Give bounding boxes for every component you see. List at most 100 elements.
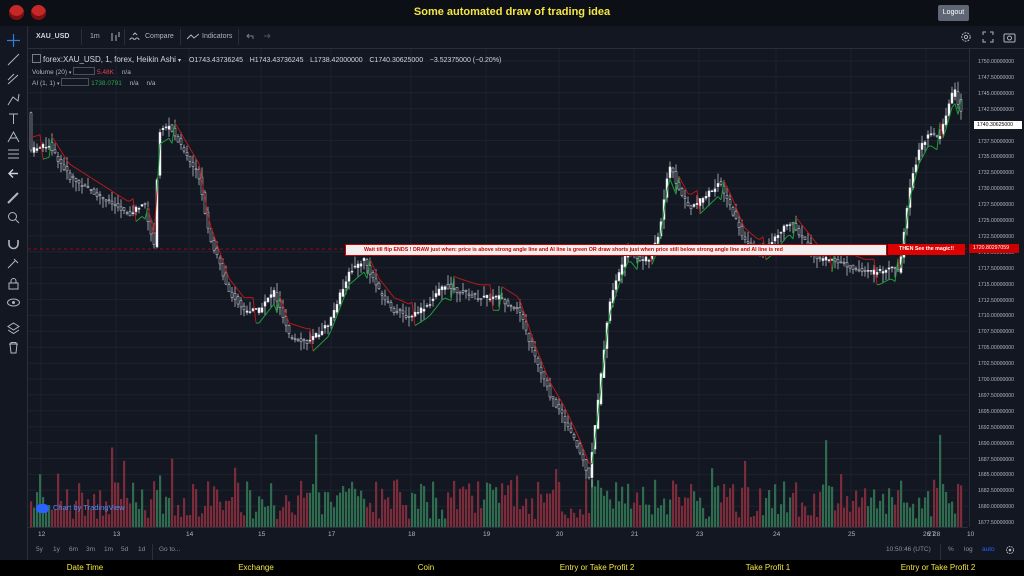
brush-icon[interactable] xyxy=(5,91,22,108)
redo-icon[interactable] xyxy=(262,33,271,40)
magnet-icon[interactable] xyxy=(5,235,22,252)
candle-body xyxy=(710,190,714,193)
range-5y[interactable]: 5y xyxy=(36,546,43,553)
compare-button[interactable]: Compare xyxy=(145,33,174,40)
volume-bar xyxy=(684,497,687,527)
ai-line-segment xyxy=(57,145,62,152)
ai-line-segment xyxy=(687,193,692,195)
volume-label[interactable]: Volume (20) xyxy=(32,69,68,76)
crosshair-icon[interactable] xyxy=(5,32,22,49)
range-6m[interactable]: 6m xyxy=(69,546,79,553)
prediction-icon[interactable] xyxy=(5,146,22,163)
lock-drawing-icon[interactable] xyxy=(5,255,22,272)
volume-bar xyxy=(687,497,690,527)
volume-bar xyxy=(921,508,924,527)
price-axis[interactable]: 1750.00000000 1747.50000000 1745.00000000 1… xyxy=(969,49,1024,527)
candle-body xyxy=(791,221,795,225)
ai-line-segment xyxy=(651,256,656,265)
ai-line-segment xyxy=(60,150,65,157)
volume-bar xyxy=(552,489,555,527)
range-1m[interactable]: 1m xyxy=(104,546,114,553)
candle-body xyxy=(857,269,861,272)
volume-bar xyxy=(795,482,798,527)
ai-line-segment xyxy=(393,297,398,300)
fib-icon[interactable] xyxy=(5,71,22,88)
candle-body xyxy=(623,254,627,268)
interval-button[interactable]: 1m xyxy=(90,33,100,40)
candle-body xyxy=(746,241,750,244)
collapse-icon[interactable] xyxy=(32,54,41,63)
candle-body xyxy=(386,300,390,303)
ruler-icon[interactable] xyxy=(5,190,22,207)
range-1d[interactable]: 1d xyxy=(138,546,146,553)
candle-body xyxy=(692,204,696,207)
back-arrow-icon[interactable] xyxy=(5,165,22,182)
lock-icon[interactable] xyxy=(5,275,22,292)
eye-icon[interactable] xyxy=(5,294,22,311)
candle-body xyxy=(194,168,198,171)
candle-body xyxy=(293,338,297,340)
volume-bar xyxy=(132,482,135,527)
ai-line-segment xyxy=(732,199,737,208)
log-toggle[interactable]: log xyxy=(964,546,973,553)
indicators-button[interactable]: Indicators xyxy=(202,33,233,40)
ai-line-segment xyxy=(396,298,401,301)
logo-icon xyxy=(9,5,24,20)
chart-type-icon[interactable] xyxy=(110,31,120,42)
fullscreen-icon[interactable] xyxy=(982,31,994,43)
layers-icon[interactable] xyxy=(5,320,22,337)
pattern-icon[interactable] xyxy=(5,128,22,145)
volume-bar xyxy=(618,501,621,527)
candle-body xyxy=(332,309,336,318)
volume-bar xyxy=(504,495,507,527)
ai-line-segment xyxy=(150,220,155,234)
settings-icon[interactable] xyxy=(960,31,972,43)
legend-symbol[interactable]: forex:XAU_USD, 1, forex, Heikin Ashi xyxy=(43,55,176,64)
trend-line-icon[interactable] xyxy=(5,51,22,68)
text-icon[interactable] xyxy=(5,110,22,127)
chart-canvas[interactable] xyxy=(28,49,968,527)
volume-bar xyxy=(339,492,342,527)
percent-toggle[interactable]: % xyxy=(948,546,954,553)
candle-body xyxy=(230,291,234,298)
logout-button[interactable]: Logout xyxy=(938,5,969,21)
candle-body xyxy=(269,294,273,298)
study-controls[interactable] xyxy=(73,67,96,75)
candle-body xyxy=(371,272,375,279)
magic-badge: THEN See the magic!! xyxy=(888,244,965,255)
candle-body xyxy=(557,404,561,410)
volume-bar xyxy=(633,502,636,527)
volume-bar xyxy=(666,514,669,527)
zoom-icon[interactable] xyxy=(5,209,22,226)
camera-icon[interactable] xyxy=(1003,31,1016,43)
volume-bar xyxy=(870,497,873,527)
study-controls[interactable] xyxy=(61,78,90,86)
price-tick-label: 1717.50000000 xyxy=(978,265,1015,272)
ai-label[interactable]: AI (1, 1) xyxy=(32,80,56,87)
volume-bar xyxy=(342,485,345,527)
chevron-down-icon[interactable]: ▾ xyxy=(177,58,181,64)
candle-body xyxy=(947,103,951,116)
candle-body xyxy=(62,164,66,171)
volume-bar xyxy=(465,489,468,527)
candle-body xyxy=(302,339,306,341)
range-1y[interactable]: 1y xyxy=(53,546,60,553)
time-axis[interactable]: 12 13 14 15 17 18 19 20 21 23 24 25 26 27 28 10 xyxy=(28,527,974,542)
range-3m[interactable]: 3m xyxy=(86,546,96,553)
goto-button[interactable]: Go to... xyxy=(159,546,181,553)
ai-line-segment xyxy=(909,186,914,199)
undo-icon[interactable] xyxy=(246,33,255,40)
auto-toggle[interactable]: auto xyxy=(982,546,995,553)
trash-icon[interactable] xyxy=(5,339,22,356)
ai-line-segment xyxy=(696,190,701,214)
range-5d[interactable]: 5d xyxy=(121,546,129,553)
footer-entry-tp2: Entry or Take Profit 2 xyxy=(559,563,635,572)
candle-body xyxy=(866,270,870,272)
volume-bar xyxy=(396,479,399,527)
settings-icon[interactable] xyxy=(1005,545,1015,555)
symbol-input[interactable]: XAU_USD xyxy=(36,33,70,40)
volume-bar xyxy=(948,503,951,527)
candle-body xyxy=(113,204,117,207)
candle-body xyxy=(785,224,789,227)
tradingview-watermark[interactable]: Chart by TradingView xyxy=(36,503,125,513)
